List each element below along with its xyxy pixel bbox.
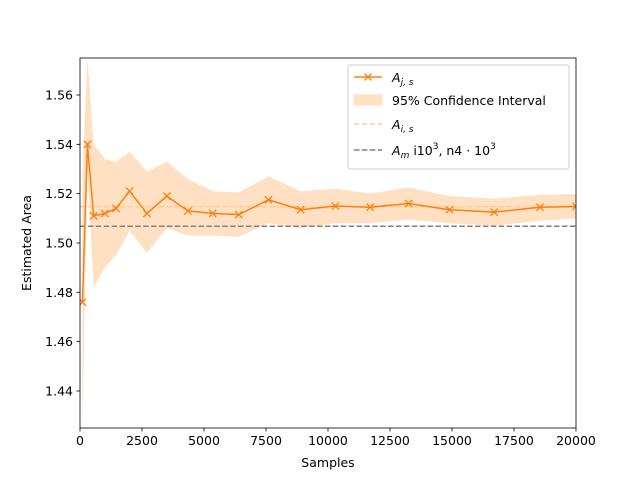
legend-series-label: Aj, s — [391, 70, 414, 88]
data-point-marker — [100, 209, 109, 218]
x-tick-label: 7500 — [250, 433, 282, 448]
data-point-marker — [111, 204, 121, 213]
legend-box — [347, 64, 570, 170]
data-point-marker — [83, 140, 92, 149]
y-tick-label: 1.48 — [45, 285, 73, 300]
y-tick-label: 1.46 — [45, 334, 73, 349]
y-tick-label: 1.44 — [45, 384, 73, 399]
y-tick-label: 1.52 — [45, 186, 73, 201]
data-point-marker — [264, 195, 273, 204]
y-tick-label: 1.50 — [45, 236, 73, 251]
data-point-marker — [183, 206, 192, 215]
x-tick-label: 10000 — [308, 433, 348, 448]
y-axis: 1.44 1.46 1.48 1.50 1.52 1.54 1.56 — [45, 88, 80, 399]
data-point-marker — [404, 199, 413, 208]
x-tick-label: 0 — [76, 433, 84, 448]
data-point-marker — [535, 203, 545, 212]
series-line — [81, 144, 576, 303]
data-point-marker — [366, 203, 375, 212]
data-point-marker — [142, 209, 152, 218]
data-point-marker — [208, 209, 217, 218]
x-axis: 0 2500 5000 7500 10000 12500 15000 17500 20000 — [76, 428, 596, 448]
legend-ci-label: 95% Confidence Interval — [392, 93, 546, 108]
data-point-marker — [89, 211, 98, 220]
legend-reference-label: Am i103, n4 · 103 — [391, 142, 496, 161]
legend-series-marker-icon — [364, 73, 372, 81]
x-tick-label: 5000 — [188, 433, 220, 448]
x-tick-label: 2500 — [126, 433, 158, 448]
y-tick-label: 1.54 — [45, 137, 73, 152]
data-point-marker — [331, 201, 340, 211]
data-point-marker — [296, 205, 305, 214]
legend-mean-label: Ai, s — [391, 117, 414, 135]
y-tick-label: 1.56 — [45, 88, 73, 103]
legend-ci-swatch — [353, 94, 383, 106]
x-tick-label: 17500 — [494, 433, 534, 448]
data-point-marker — [571, 202, 576, 211]
data-point-marker — [234, 210, 243, 219]
data-point-marker — [162, 192, 171, 201]
x-tick-label: 20000 — [556, 433, 596, 448]
y-axis-label: Estimated Area — [19, 195, 34, 291]
data-point-marker — [490, 208, 499, 217]
x-tick-label: 15000 — [432, 433, 472, 448]
data-point-marker — [125, 187, 134, 196]
legend: Aj, s 95% Confidence Interval Ai, s Am i… — [347, 64, 570, 170]
plot-area — [80, 58, 576, 428]
series-markers — [80, 140, 576, 307]
data-point-marker — [445, 205, 454, 214]
x-axis-label: Samples — [301, 455, 354, 470]
x-tick-label: 12500 — [370, 433, 410, 448]
